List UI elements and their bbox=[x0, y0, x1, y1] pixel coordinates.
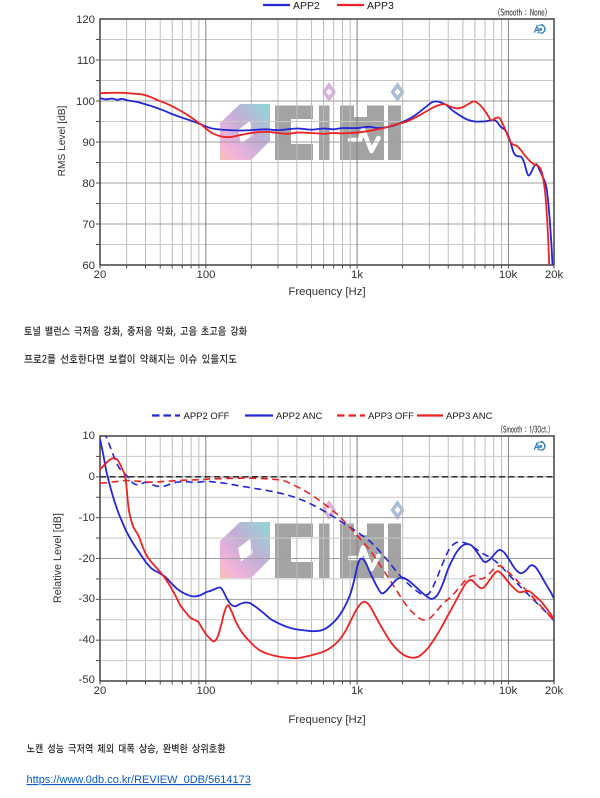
svg-text:10k: 10k bbox=[499, 269, 518, 281]
svg-text:20k: 20k bbox=[545, 685, 564, 697]
svg-text:120: 120 bbox=[76, 14, 95, 26]
svg-text:110: 110 bbox=[77, 55, 95, 67]
svg-text:-10: -10 bbox=[79, 512, 95, 524]
svg-text:100: 100 bbox=[196, 269, 215, 281]
svg-text:APP3 ANC: APP3 ANC bbox=[446, 411, 493, 422]
svg-text:-40: -40 bbox=[79, 634, 95, 646]
svg-text:Frequency [Hz]: Frequency [Hz] bbox=[288, 286, 365, 298]
svg-text:100: 100 bbox=[196, 685, 215, 697]
svg-text:20: 20 bbox=[94, 685, 107, 697]
svg-text:0: 0 bbox=[89, 471, 95, 483]
svg-text:100: 100 bbox=[76, 96, 95, 108]
svg-text:80: 80 bbox=[82, 178, 95, 190]
svg-text:APP3 OFF: APP3 OFF bbox=[368, 411, 414, 422]
svg-text:90: 90 bbox=[82, 137, 95, 149]
svg-text:1k: 1k bbox=[351, 269, 363, 281]
svg-text:10: 10 bbox=[82, 430, 95, 442]
svg-text:https://www.0db.co.kr/REVIEW_0: https://www.0db.co.kr/REVIEW_0DB/5614173 bbox=[27, 774, 251, 786]
svg-text:APP3: APP3 bbox=[367, 0, 394, 12]
svg-text:10k: 10k bbox=[499, 685, 518, 697]
svg-text:70: 70 bbox=[82, 219, 95, 231]
svg-text:20k: 20k bbox=[545, 269, 564, 281]
svg-text:APP2: APP2 bbox=[293, 0, 320, 12]
svg-text:RMS Level [dB]: RMS Level [dB] bbox=[57, 105, 68, 176]
svg-text:-30: -30 bbox=[79, 593, 95, 605]
svg-text:1k: 1k bbox=[351, 685, 363, 697]
svg-text:-20: -20 bbox=[79, 553, 95, 565]
svg-text:Relative Level [dB]: Relative Level [dB] bbox=[52, 513, 64, 603]
svg-text:APP2 ANC: APP2 ANC bbox=[276, 411, 323, 422]
svg-text:Frequency [Hz]: Frequency [Hz] bbox=[288, 714, 365, 726]
svg-text:APP2 OFF: APP2 OFF bbox=[184, 411, 230, 422]
svg-text:-50: -50 bbox=[79, 674, 95, 686]
svg-text:20: 20 bbox=[94, 269, 107, 281]
svg-text:60: 60 bbox=[82, 260, 95, 272]
